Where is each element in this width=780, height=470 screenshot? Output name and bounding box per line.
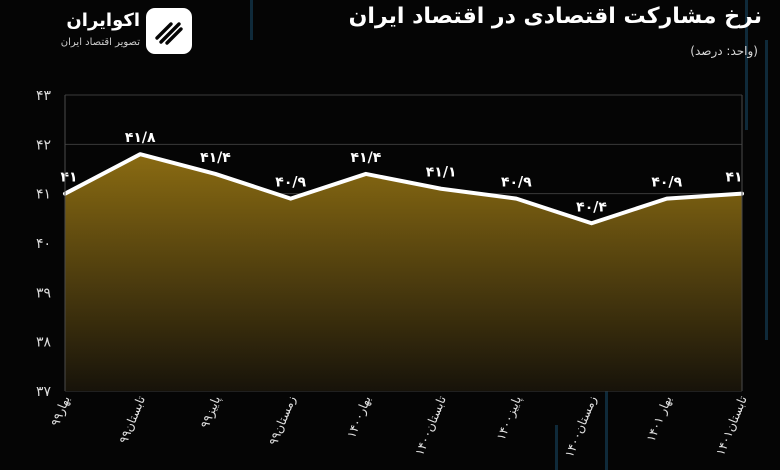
x-axis: بهار۹۹ تابستان۹۹ پاییز۹۹ زمستان۹۹ بهار۱۴۰۰ تا…	[48, 394, 750, 460]
data-label: ۴۱/۴	[200, 150, 231, 166]
chart-unit-label: (واحد: درصد)	[690, 44, 758, 58]
background-stripe	[555, 425, 558, 470]
x-tick-label: پاییز۹۹	[198, 394, 224, 431]
data-label: ۴۰/۹	[275, 175, 306, 191]
x-tick-label: بهار۱۴۰۰	[344, 394, 374, 441]
y-tick-label: ۴۲	[36, 137, 51, 153]
background-stripe	[745, 0, 748, 130]
y-axis: ۳۷ ۳۸ ۳۹ ۴۰ ۴۱ ۴۲ ۴۳	[36, 88, 52, 400]
x-tick-label: تابستان۱۴۰۰	[412, 394, 449, 458]
brand-logo: اکوایران تصویر اقتصاد ایران	[14, 6, 214, 56]
data-label: ۴۱/۴	[351, 150, 382, 166]
data-label: ۴۰/۹	[651, 175, 682, 191]
x-tick-label: پاییز۱۴۰۰	[494, 394, 525, 443]
x-tick-label: تابستان۱۴۰۱	[713, 394, 750, 458]
y-tick-label: ۳۷	[36, 384, 52, 400]
data-label: ۴۱	[725, 170, 742, 186]
logo-tagline: تصویر اقتصاد ایران	[60, 37, 140, 48]
area-fill	[65, 154, 742, 391]
chart-title: نرخ مشارکت اقتصادی در اقتصاد ایران	[348, 4, 762, 29]
y-tick-label: ۳۸	[36, 335, 52, 351]
background-stripe	[765, 40, 768, 340]
x-tick-label: تابستان۹۹	[116, 394, 148, 446]
y-tick-label: ۴۳	[36, 88, 52, 104]
data-label: ۴۱/۱	[426, 165, 457, 181]
x-tick-label: زمستان۱۴۰۰	[562, 394, 600, 460]
data-labels: ۴۱ ۴۱/۸ ۴۱/۴ ۴۰/۹ ۴۱/۴ ۴۱/۱ ۴۰/۹ ۴۰/۴ ۴۰/۹ ۴۱	[60, 130, 742, 215]
data-label: ۴۱/۸	[125, 130, 156, 146]
logo-name: اکوایران	[66, 10, 140, 31]
y-tick-label: ۳۹	[36, 285, 51, 301]
series-line	[63, 152, 744, 226]
data-label: ۴۱	[60, 170, 77, 186]
x-tick-label: زمستان۹۹	[266, 394, 299, 448]
x-tick-label: بهار ۱۴۰۱	[644, 394, 676, 444]
y-tick-label: ۴۰	[36, 236, 51, 252]
data-label: ۴۰/۹	[501, 175, 532, 191]
data-label: ۴۰/۴	[576, 199, 607, 215]
y-tick-label: ۴۱	[36, 187, 51, 203]
background-stripe	[250, 0, 253, 40]
x-tick-label: بهار۹۹	[48, 394, 74, 429]
ecoiran-logo-icon	[146, 8, 192, 54]
background-stripe	[605, 350, 608, 470]
